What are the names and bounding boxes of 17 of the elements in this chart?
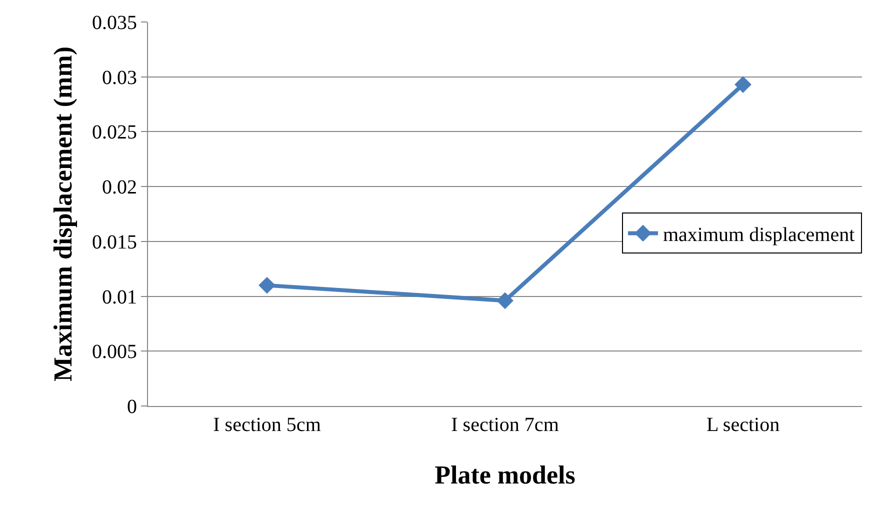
y-tick-label: 0.03 <box>102 66 137 89</box>
y-tick-label: 0.01 <box>102 286 137 308</box>
y-axis-title: Maximum displacement (mm) <box>48 46 78 382</box>
y-tick-label: 0.005 <box>92 341 137 364</box>
point <box>258 276 276 294</box>
x-tick-label: L section <box>706 414 780 436</box>
x-axis-title: Plate models <box>434 460 576 490</box>
y-tick-label: 0.015 <box>92 231 137 254</box>
y-tick-label: 0.02 <box>102 176 137 199</box>
point <box>496 292 514 310</box>
y-tick-label: 0 <box>127 396 137 418</box>
y-tick-label: 0.035 <box>92 12 137 34</box>
x-tick-label: I section 5cm <box>213 414 322 436</box>
legend-label: maximum displacement <box>663 224 856 246</box>
point <box>734 76 752 93</box>
x-tick-label: I section 7cm <box>451 414 560 436</box>
y-tick-label: 0.025 <box>92 122 137 144</box>
